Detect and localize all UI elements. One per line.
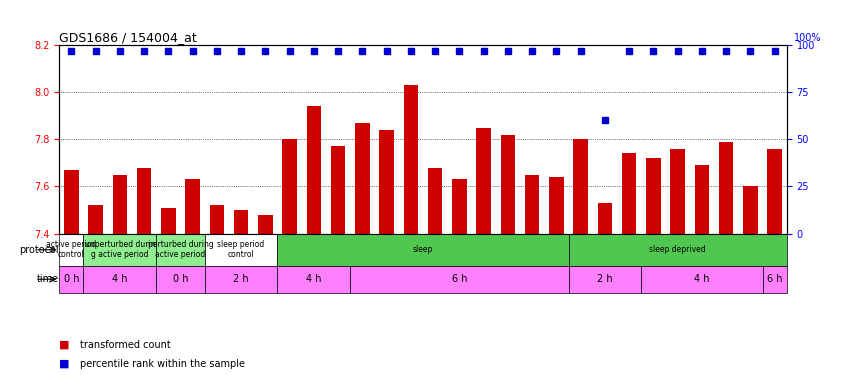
Bar (355, 123, 370, 234)
Bar (113, 175, 127, 234)
Bar (210, 205, 224, 234)
Text: percentile rank within the sample: percentile rank within the sample (80, 359, 245, 369)
Bar (64, 170, 79, 234)
Bar (428, 168, 442, 234)
Bar (525, 175, 540, 234)
Text: sleep period
control: sleep period control (217, 240, 265, 260)
FancyBboxPatch shape (569, 266, 641, 292)
Bar (622, 153, 636, 234)
Bar (283, 139, 297, 234)
Bar (719, 142, 733, 234)
Bar (476, 128, 491, 234)
Text: 100%: 100% (794, 33, 821, 43)
FancyBboxPatch shape (277, 234, 569, 266)
Text: 2 h: 2 h (233, 274, 249, 284)
Text: protocol: protocol (19, 245, 59, 255)
Bar (258, 215, 272, 234)
FancyBboxPatch shape (84, 266, 157, 292)
FancyBboxPatch shape (277, 266, 350, 292)
FancyBboxPatch shape (59, 234, 84, 266)
Bar (185, 179, 200, 234)
Text: 6 h: 6 h (452, 274, 467, 284)
Bar (452, 179, 467, 234)
Text: 0 h: 0 h (173, 274, 188, 284)
Bar (88, 205, 103, 234)
FancyBboxPatch shape (205, 266, 277, 292)
Bar (670, 149, 685, 234)
Bar (331, 146, 345, 234)
Text: 0 h: 0 h (63, 274, 79, 284)
FancyBboxPatch shape (641, 266, 762, 292)
Bar (574, 139, 588, 234)
Text: unperturbed durin
g active period: unperturbed durin g active period (85, 240, 155, 260)
Text: GDS1686 / 154004_at: GDS1686 / 154004_at (59, 31, 197, 44)
Text: 6 h: 6 h (767, 274, 783, 284)
Bar (501, 135, 515, 234)
Bar (233, 210, 249, 234)
FancyBboxPatch shape (569, 234, 787, 266)
FancyBboxPatch shape (205, 234, 277, 266)
Text: ■: ■ (59, 340, 69, 350)
Text: ■: ■ (59, 359, 69, 369)
Bar (646, 158, 661, 234)
Text: transformed count: transformed count (80, 340, 171, 350)
FancyBboxPatch shape (157, 266, 205, 292)
Text: sleep deprived: sleep deprived (650, 245, 706, 254)
Text: sleep: sleep (413, 245, 433, 254)
FancyBboxPatch shape (84, 234, 157, 266)
Bar (137, 168, 151, 234)
Bar (695, 165, 709, 234)
Bar (743, 186, 758, 234)
Text: time: time (37, 274, 59, 284)
FancyBboxPatch shape (350, 266, 569, 292)
Bar (597, 203, 613, 234)
FancyBboxPatch shape (157, 234, 205, 266)
Text: 4 h: 4 h (113, 274, 128, 284)
Text: active period
control: active period control (47, 240, 96, 260)
FancyBboxPatch shape (59, 266, 84, 292)
Text: perturbed during
active period: perturbed during active period (147, 240, 213, 260)
Bar (549, 177, 563, 234)
Bar (161, 208, 176, 234)
Bar (404, 85, 418, 234)
Text: 2 h: 2 h (597, 274, 613, 284)
Text: 4 h: 4 h (306, 274, 321, 284)
Bar (306, 106, 321, 234)
Bar (767, 149, 782, 234)
Bar (379, 130, 394, 234)
Text: 4 h: 4 h (695, 274, 710, 284)
FancyBboxPatch shape (762, 266, 787, 292)
